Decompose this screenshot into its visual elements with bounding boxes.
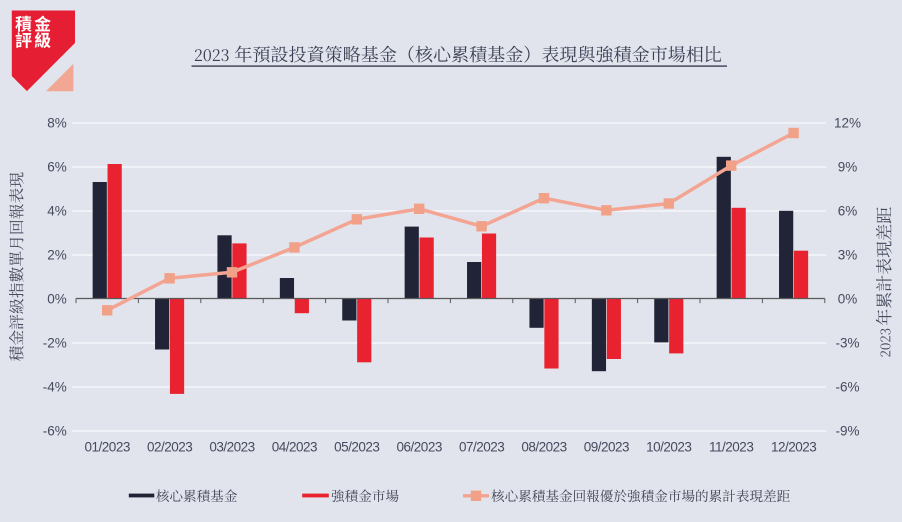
- svg-text:8%: 8%: [47, 116, 67, 131]
- svg-text:2%: 2%: [47, 248, 67, 263]
- svg-text:10/2023: 10/2023: [646, 440, 691, 455]
- svg-text:-4%: -4%: [43, 380, 67, 395]
- svg-text:4%: 4%: [47, 204, 67, 219]
- svg-text:0%: 0%: [47, 292, 67, 307]
- svg-text:09/2023: 09/2023: [584, 440, 629, 455]
- svg-text:11/2023: 11/2023: [709, 440, 753, 455]
- svg-text:02/2023: 02/2023: [147, 440, 192, 455]
- svg-text:-3%: -3%: [835, 336, 859, 351]
- svg-text:01/2023: 01/2023: [85, 440, 130, 455]
- svg-text:04/2023: 04/2023: [272, 440, 317, 455]
- svg-text:-2%: -2%: [43, 336, 67, 351]
- svg-text:-9%: -9%: [835, 424, 859, 439]
- svg-text:6%: 6%: [47, 160, 67, 175]
- svg-text:0%: 0%: [838, 292, 858, 307]
- svg-text:-6%: -6%: [835, 380, 859, 395]
- svg-text:03/2023: 03/2023: [209, 440, 254, 455]
- svg-text:9%: 9%: [838, 160, 858, 175]
- svg-text:06/2023: 06/2023: [397, 440, 442, 455]
- svg-text:08/2023: 08/2023: [521, 440, 566, 455]
- svg-text:-6%: -6%: [43, 424, 67, 439]
- svg-text:6%: 6%: [838, 204, 858, 219]
- svg-text:3%: 3%: [838, 248, 858, 263]
- svg-text:07/2023: 07/2023: [459, 440, 504, 455]
- svg-text:12%: 12%: [834, 116, 861, 131]
- svg-text:05/2023: 05/2023: [334, 440, 379, 455]
- svg-text:12/2023: 12/2023: [771, 440, 816, 455]
